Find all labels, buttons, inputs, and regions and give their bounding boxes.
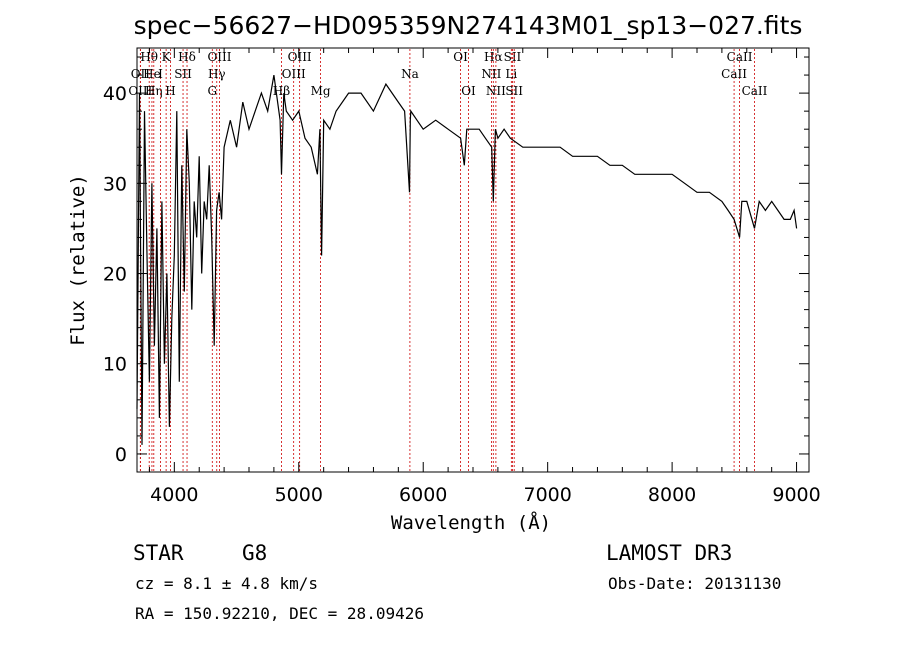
y-axis-label: Flux (relative) (67, 174, 89, 346)
x-tick-label-5: 9000 (772, 484, 820, 506)
chart-title: spec−56627−HD095359N274143M01_sp13−027.f… (134, 11, 803, 40)
y-tick-label-1: 10 (103, 354, 127, 376)
spectral-line-label-26: CaII (727, 50, 753, 64)
x-axis-ticks: 4000 5000 6000 7000 8000 9000 (148, 48, 821, 506)
spectral-line-label-8: SII (174, 67, 192, 81)
spectrum-series (136, 74, 798, 445)
plot-frame (136, 47, 810, 473)
object-subclass: G8 (242, 541, 267, 565)
spectral-line-label-27: CaII (721, 67, 747, 81)
object-class: STAR (133, 541, 184, 565)
spectral-line-label-17: Na (401, 67, 419, 81)
spectral-line-label-11: Hγ (208, 67, 226, 81)
spectral-line-label-3: He (143, 67, 161, 81)
x-tick-label-3: 7000 (523, 484, 571, 506)
spectral-line-label-18: OI (453, 50, 468, 64)
spectral-line-label-14: OIII (288, 50, 312, 64)
spectrum-line (136, 74, 798, 445)
spectral-line-label-5: K (162, 50, 172, 64)
spectral-line-label-22: NII (486, 84, 506, 98)
spectral-line-label-4: Hη (145, 84, 163, 98)
x-tick-label-0: 4000 (150, 484, 198, 506)
x-axis-label: Wavelength (Å) (391, 511, 551, 534)
spectral-line-label-12: G (207, 84, 217, 98)
redshift-cz: cz = 8.1 ± 4.8 km/s (135, 574, 318, 593)
spectral-line-label-15: OIII (282, 67, 306, 81)
x-tick-label-2: 6000 (399, 484, 447, 506)
spectral-line-label-10: OIII (207, 50, 231, 64)
y-tick-label-4: 40 (103, 83, 127, 105)
ra-dec-coordinates: RA = 150.92210, DEC = 28.09426 (135, 604, 424, 623)
spectral-line-label-21: NII (481, 67, 501, 81)
y-axis-ticks: 0 10 20 30 40 (103, 56, 809, 466)
x-tick-label-4: 8000 (648, 484, 696, 506)
spectral-line-label-7: H (165, 84, 175, 98)
spectral-line-label-16: Mg (311, 84, 331, 98)
spectral-line-label-25: SII (505, 84, 523, 98)
y-tick-label-3: 30 (103, 173, 127, 195)
spectral-line-label-28: CaII (742, 84, 768, 98)
spectral-line-label-6: I (158, 67, 163, 81)
spectral-line-label-24: Li (505, 67, 517, 81)
spectral-line-label-20: Hα (484, 50, 503, 64)
y-tick-label-2: 20 (103, 264, 127, 286)
spectral-line-label-23: SII (504, 50, 522, 64)
spectral-line-label-2: OIII (128, 84, 152, 98)
spectral-line-label-19: OI (461, 84, 476, 98)
x-tick-label-1: 5000 (275, 484, 323, 506)
y-tick-label-0: 0 (115, 444, 127, 466)
observation-date: Obs-Date: 20131130 (608, 574, 781, 593)
spectral-line-label-9: Hδ (178, 50, 196, 64)
survey-name: LAMOST DR3 (606, 541, 732, 565)
